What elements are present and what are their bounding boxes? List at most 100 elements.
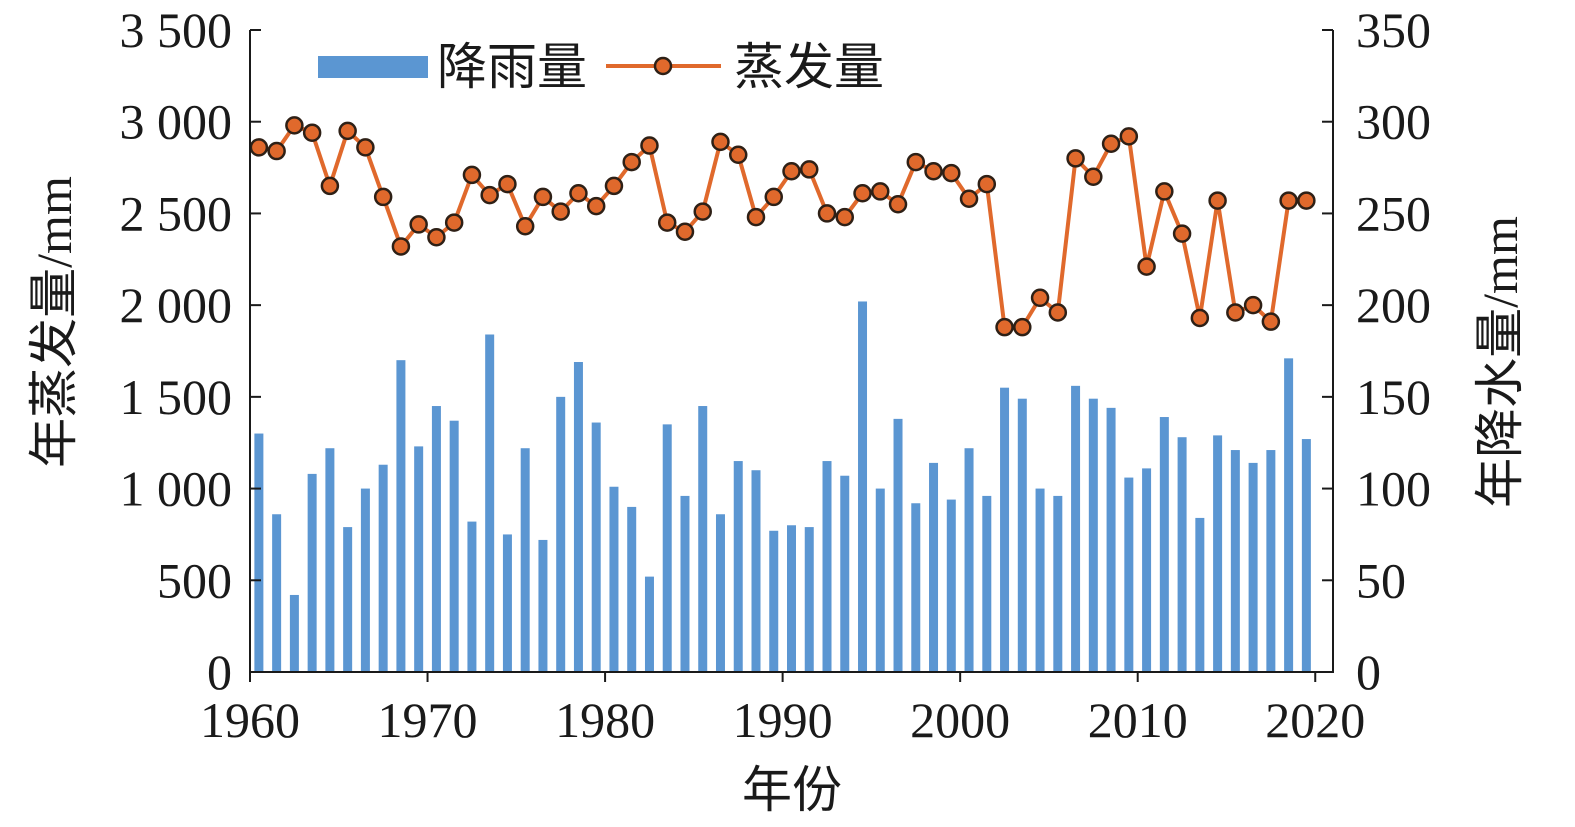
precipitation-bar-2000 xyxy=(946,499,956,672)
precipitation-bar-2007 xyxy=(1071,385,1081,672)
evaporation-point-1983 xyxy=(640,136,659,155)
legend-swatch-evaporation-marker xyxy=(653,56,673,76)
left-y-tick-label: 0 xyxy=(207,644,232,700)
evaporation-point-1982 xyxy=(622,152,641,172)
right-y-tick-label: 0 xyxy=(1356,644,1381,700)
precipitation-bar-1969 xyxy=(396,360,406,672)
precipitation-bar-1996 xyxy=(875,488,885,672)
precipitation-bar-2016 xyxy=(1230,450,1240,672)
precipitation-bar-2006 xyxy=(1053,495,1063,672)
precipitation-bar-1976 xyxy=(520,448,530,672)
right-y-tick-label: 350 xyxy=(1356,2,1431,58)
legend-label-precipitation: 降雨量 xyxy=(437,39,587,95)
evaporation-point-2003 xyxy=(995,317,1014,337)
right-y-tick-label: 100 xyxy=(1356,461,1431,517)
precipitation-bar-2012 xyxy=(1159,417,1169,672)
precipitation-bar-1998 xyxy=(911,503,921,672)
precipitation-bar-1966 xyxy=(343,527,353,672)
evaporation-point-1964 xyxy=(302,123,322,142)
right-y-tick-label: 150 xyxy=(1356,369,1431,425)
x-tick-label: 1980 xyxy=(555,692,655,748)
precipitation-bar-1986 xyxy=(698,406,708,672)
x-tick-label: 2010 xyxy=(1088,692,1188,748)
right-y-tick-label: 300 xyxy=(1356,94,1431,150)
precipitation-bar-2003 xyxy=(1000,387,1010,672)
precipitation-bar-1990 xyxy=(769,530,779,672)
evaporation-point-2013 xyxy=(1172,224,1192,243)
precipitation-bar-1991 xyxy=(787,525,796,672)
right-y-tick-label: 200 xyxy=(1356,277,1431,333)
evaporation-point-2014 xyxy=(1190,308,1210,328)
evaporation-point-2009 xyxy=(1101,134,1121,153)
evaporation-point-1991 xyxy=(782,161,801,181)
precipitation-bar-1977 xyxy=(538,539,548,672)
evaporation-point-1996 xyxy=(871,182,890,201)
precipitation-bar-1997 xyxy=(893,418,903,672)
precipitation-bar-1972 xyxy=(449,420,459,672)
evaporation-point-2015 xyxy=(1208,191,1227,210)
evaporation-point-1999 xyxy=(924,161,943,181)
precipitation-bar-1988 xyxy=(733,461,743,672)
evaporation-point-1977 xyxy=(533,187,553,207)
evaporation-point-1995 xyxy=(853,184,872,203)
evaporation-point-1961 xyxy=(249,138,269,157)
precipitation-bar-1971 xyxy=(431,406,441,672)
precipitation-bar-2004 xyxy=(1017,398,1027,672)
precipitation-bar-1981 xyxy=(609,486,619,672)
precipitation-bar-1994 xyxy=(840,475,850,672)
precipitation-bar-2008 xyxy=(1088,398,1098,672)
evaporation-point-1976 xyxy=(515,217,535,236)
evaporation-point-2008 xyxy=(1084,167,1103,186)
evaporation-point-2012 xyxy=(1155,182,1174,201)
precipitation-bars xyxy=(254,301,1311,672)
evaporation-point-1970 xyxy=(409,215,428,234)
left-y-tick-label: 500 xyxy=(157,552,232,608)
evaporation-point-1990 xyxy=(764,187,783,207)
precipitation-bar-2010 xyxy=(1124,477,1134,672)
evaporation-point-1985 xyxy=(675,222,695,242)
precipitation-bar-1962 xyxy=(272,514,282,672)
evaporation-point-2019 xyxy=(1279,191,1298,210)
precipitation-bar-2001 xyxy=(964,448,974,672)
left-y-tick-label: 2 500 xyxy=(120,185,233,241)
evaporation-point-2007 xyxy=(1066,149,1085,168)
precipitation-bar-1982 xyxy=(627,506,637,672)
right-y-tick-label: 250 xyxy=(1356,185,1431,241)
precipitation-bar-2014 xyxy=(1195,517,1205,672)
evaporation-point-2000 xyxy=(942,163,961,183)
left-axis-title: 年蒸发量/mm xyxy=(26,176,82,468)
evaporation-point-1973 xyxy=(462,165,482,185)
evaporation-point-1989 xyxy=(746,207,766,227)
left-y-tick-label: 3 000 xyxy=(120,94,233,150)
evaporation-point-2001 xyxy=(959,189,979,208)
x-tick-label: 2020 xyxy=(1265,692,1365,748)
evaporation-point-1979 xyxy=(569,184,588,203)
precipitation-bar-1975 xyxy=(502,534,512,672)
precipitation-bar-1970 xyxy=(414,446,424,672)
evaporation-point-1980 xyxy=(586,196,606,216)
evaporation-point-1987 xyxy=(711,132,730,152)
axes xyxy=(249,30,1334,673)
evaporation-point-1975 xyxy=(498,174,517,194)
precipitation-bar-2005 xyxy=(1035,488,1045,672)
precipitation-bar-1963 xyxy=(289,594,299,672)
precipitation-bar-1979 xyxy=(573,362,583,672)
evaporation-point-1963 xyxy=(285,116,304,135)
evaporation-point-1984 xyxy=(657,213,677,232)
precipitation-bar-1983 xyxy=(644,576,654,672)
x-axis-title: 年份 xyxy=(742,762,842,818)
precipitation-bar-2020 xyxy=(1301,439,1311,672)
evaporation-point-2005 xyxy=(1030,288,1050,308)
precipitation-bar-2018 xyxy=(1266,450,1276,672)
evaporation-point-1972 xyxy=(444,213,464,232)
left-y-tick-label: 1 000 xyxy=(120,461,233,517)
precipitation-bar-1987 xyxy=(715,514,725,672)
precipitation-bar-1980 xyxy=(591,422,601,672)
left-y-tick-label: 2 000 xyxy=(120,277,233,333)
evaporation-point-1997 xyxy=(888,195,908,214)
evaporation-point-1992 xyxy=(800,160,819,179)
evaporation-point-1965 xyxy=(320,176,340,196)
x-tick-label: 2000 xyxy=(910,692,1010,748)
precipitation-bar-1967 xyxy=(360,488,370,672)
